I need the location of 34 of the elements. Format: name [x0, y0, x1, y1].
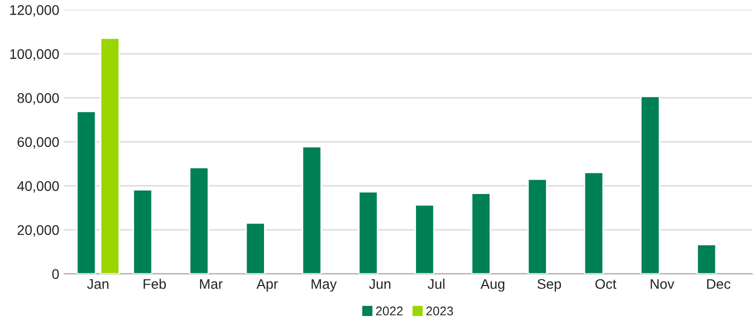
- x-tick-label: Jun: [369, 279, 390, 289]
- legend-label: 2022: [376, 306, 403, 316]
- bar: [640, 96, 660, 274]
- bar: [414, 204, 435, 274]
- bar: [696, 244, 717, 274]
- y-tick-label: 40,000: [17, 181, 59, 193]
- bar: [76, 110, 96, 274]
- x-tick-label: Apr: [256, 279, 278, 292]
- bar: [302, 146, 322, 274]
- bar: [470, 192, 491, 274]
- x-tick-label: Dec: [707, 279, 730, 289]
- bar: [527, 178, 548, 274]
- y-tick-label: 0: [52, 269, 59, 280]
- bar: [132, 189, 153, 274]
- bar: [100, 37, 120, 274]
- y-tick-label: 80,000: [18, 93, 59, 105]
- bar: [584, 172, 604, 274]
- x-tick-label: Aug: [480, 279, 504, 292]
- x-tick-label: Feb: [144, 278, 166, 289]
- x-tick-label: Mar: [200, 279, 223, 289]
- y-tick-label: 20,000: [18, 225, 59, 237]
- x-tick-label: May: [312, 279, 337, 292]
- bar: [189, 166, 210, 274]
- bar: [358, 191, 378, 274]
- x-tick-label: Sep: [537, 279, 561, 292]
- x-tick-label: Nov: [650, 279, 674, 289]
- y-tick-label: 120,000: [10, 5, 59, 17]
- x-tick-label: Jan: [87, 279, 108, 289]
- bar: [245, 222, 266, 274]
- y-tick-label: 100,000: [10, 49, 59, 61]
- x-tick-label: Oct: [595, 279, 616, 289]
- legend-label: 2023: [426, 306, 453, 316]
- x-tick-label: Jul: [428, 278, 444, 289]
- y-tick-label: 60,000: [18, 137, 59, 149]
